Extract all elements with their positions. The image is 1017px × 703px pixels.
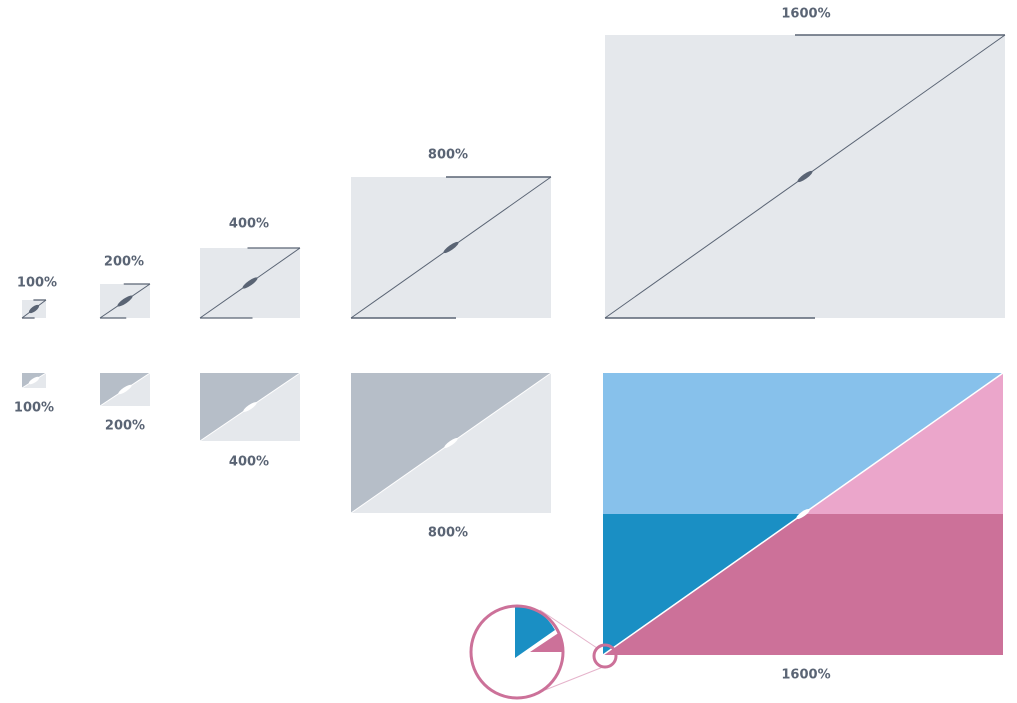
- region-pink: [603, 514, 1003, 655]
- zoom-label: 400%: [229, 455, 269, 470]
- spindle: [243, 402, 257, 412]
- spindle: [242, 277, 258, 289]
- spindle: [444, 438, 458, 448]
- callout-line: [544, 666, 604, 691]
- zoom-callout: [469, 604, 618, 700]
- zoom-label: 800%: [428, 526, 468, 541]
- zoom-label: 100%: [14, 401, 54, 416]
- zoom-target: [592, 643, 618, 669]
- zoom-label: 200%: [104, 255, 144, 270]
- zoom-pink: [530, 632, 563, 652]
- spindle: [28, 304, 40, 314]
- spindle: [28, 376, 40, 385]
- spindle: [797, 170, 813, 183]
- zoom-label: 800%: [428, 148, 468, 163]
- zoom-circle: [469, 604, 565, 700]
- spindle: [443, 241, 459, 254]
- colored-box: [602, 372, 1004, 656]
- generated: 100% 200% 400% 800% 1600% 100% 200% 400% 800% 160…: [14, 7, 1006, 683]
- zoom-blue: [515, 605, 555, 658]
- zoom-label: 1600%: [781, 668, 830, 683]
- zoom-label: 200%: [105, 419, 145, 434]
- callout-line: [539, 609, 598, 649]
- spindle: [796, 508, 810, 520]
- spindle: [117, 295, 133, 307]
- zoom-label: 400%: [229, 217, 269, 232]
- spindle: [118, 384, 132, 395]
- zoom-label: 100%: [17, 276, 57, 291]
- zoom-label: 1600%: [781, 7, 830, 22]
